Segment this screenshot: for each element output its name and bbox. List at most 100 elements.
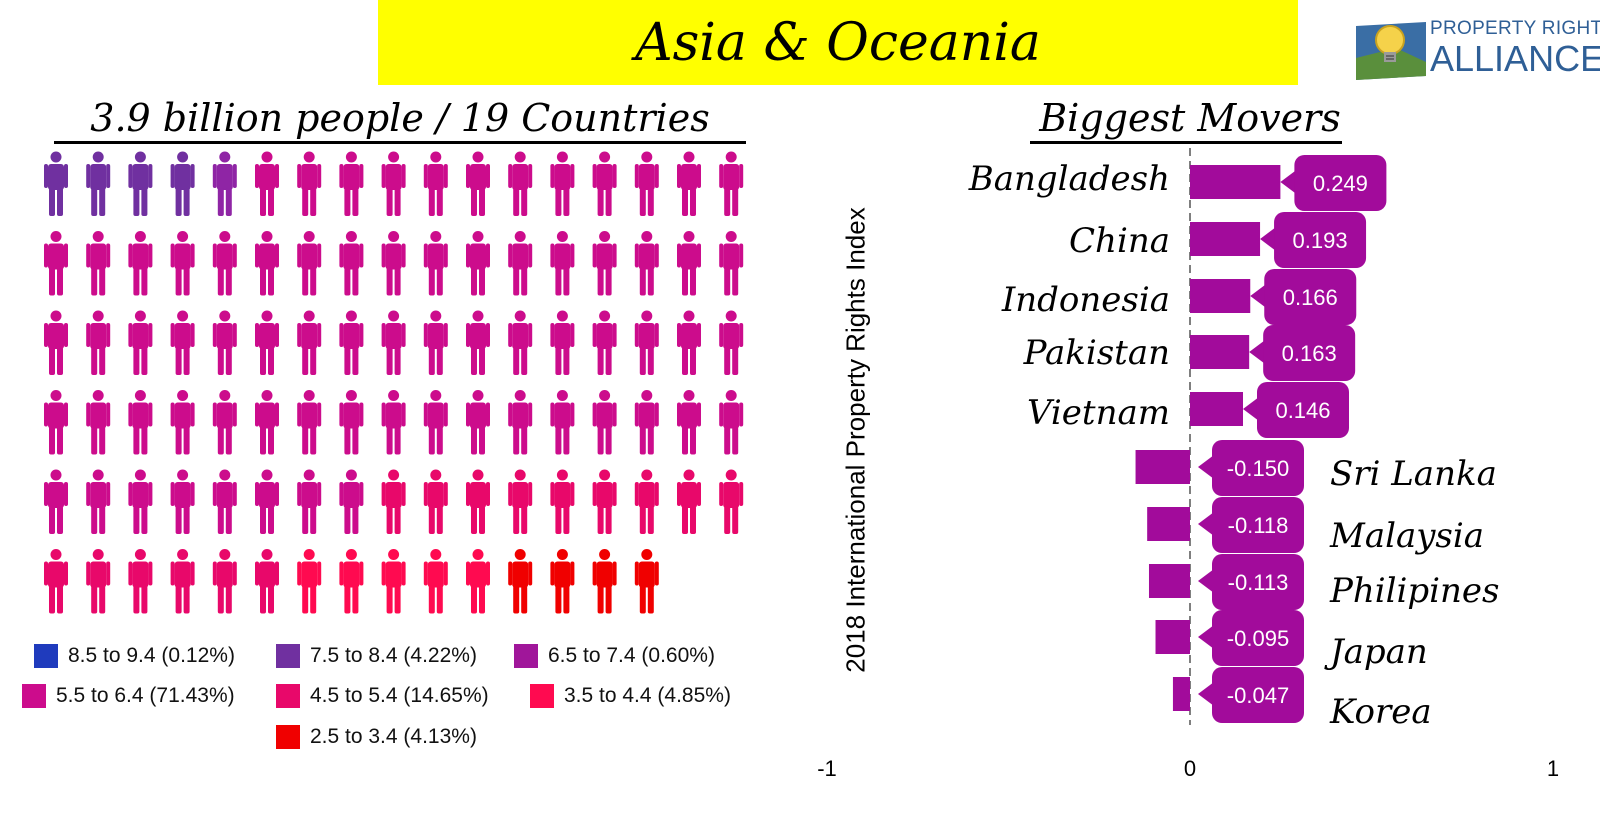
legend-swatch <box>34 644 58 668</box>
person-icon <box>297 151 322 216</box>
person-icon <box>128 390 153 455</box>
value-label: 0.249 <box>1313 171 1368 196</box>
person-icon <box>592 469 617 534</box>
person-icon <box>508 231 533 296</box>
person-icon <box>466 469 490 534</box>
value-label: 0.163 <box>1282 341 1337 366</box>
person-icon <box>170 231 195 296</box>
person-icon <box>297 469 322 534</box>
logo: PROPERTY RIGHTS ALLIANCE <box>1356 14 1600 84</box>
legend-item: 6.5 to 7.4 (0.60%) <box>514 644 715 668</box>
value-label: 0.146 <box>1275 398 1330 423</box>
person-icon <box>128 549 153 614</box>
population-heading: 3.9 billion people / 19 Countries <box>90 96 710 140</box>
title-banner: Asia & Oceania <box>378 0 1298 85</box>
person-icon <box>381 549 406 614</box>
person-icon <box>423 469 448 534</box>
country-label: Malaysia <box>1329 516 1484 556</box>
legend-item: 7.5 to 8.4 (4.22%) <box>276 644 477 668</box>
value-callout: 0.146 <box>1242 382 1349 438</box>
person-icon <box>170 310 195 375</box>
legend-label: 7.5 to 8.4 (4.22%) <box>310 644 477 667</box>
person-icon <box>212 549 237 614</box>
person-icon <box>423 390 448 455</box>
person-icon <box>634 390 659 455</box>
person-icon <box>255 310 279 375</box>
person-icon <box>423 231 448 296</box>
person-icon <box>212 151 237 216</box>
legend-item: 5.5 to 6.4 (71.43%) <box>22 684 235 708</box>
bar-pakistan <box>1190 335 1250 369</box>
person-icon <box>466 390 490 455</box>
person-icon <box>44 549 68 614</box>
person-icon <box>212 310 237 375</box>
person-icon <box>508 469 533 534</box>
bar-vietnam <box>1190 392 1243 426</box>
value-callout: -0.095 <box>1198 610 1304 666</box>
legend-swatch <box>276 644 300 668</box>
bar-sri-lanka <box>1135 450 1190 484</box>
person-icon <box>381 231 406 296</box>
legend-item: 2.5 to 3.4 (4.13%) <box>276 725 477 749</box>
person-icon <box>466 151 490 216</box>
person-icon <box>297 231 322 296</box>
person-icon <box>423 151 448 216</box>
person-icon <box>170 469 195 534</box>
page-title: Asia & Oceania <box>635 12 1041 73</box>
person-icon <box>212 231 237 296</box>
country-label: Indonesia <box>1001 280 1170 320</box>
movers-heading-underline <box>1030 141 1342 144</box>
person-icon <box>719 310 744 375</box>
person-icon <box>170 549 195 614</box>
person-icon <box>128 151 153 216</box>
person-icon <box>44 231 68 296</box>
person-icon <box>550 310 575 375</box>
person-icon <box>212 390 237 455</box>
person-icon <box>592 390 617 455</box>
country-label: Japan <box>1324 632 1428 672</box>
legend-label: 8.5 to 9.4 (0.12%) <box>68 644 235 667</box>
bar-korea <box>1172 677 1190 711</box>
person-icon <box>339 231 364 296</box>
y-axis-label: 2018 International Property Rights Index <box>840 207 871 673</box>
person-icon <box>297 390 322 455</box>
logo-text-bottom: ALLIANCE <box>1430 38 1600 79</box>
value-label: -0.047 <box>1227 683 1289 708</box>
bar-philipines <box>1148 564 1190 598</box>
person-icon <box>86 151 111 216</box>
person-icon <box>634 151 659 216</box>
person-icon <box>128 310 153 375</box>
person-icon <box>339 151 364 216</box>
legend-label: 3.5 to 4.4 (4.85%) <box>564 684 731 707</box>
country-label: Sri Lanka <box>1330 454 1497 494</box>
value-callout: -0.113 <box>1198 554 1304 610</box>
person-icon <box>592 151 617 216</box>
person-icon <box>339 310 364 375</box>
x-tick-label: 1 <box>1547 756 1559 781</box>
person-icon <box>339 549 364 614</box>
legend-swatch <box>276 684 300 708</box>
country-label: Korea <box>1329 692 1432 732</box>
person-icon <box>86 310 111 375</box>
logo-text-top: PROPERTY RIGHTS <box>1430 18 1600 39</box>
bar-indonesia <box>1190 279 1251 313</box>
person-icon <box>550 231 575 296</box>
lightbulb-logo-icon <box>1356 22 1426 80</box>
person-icon <box>170 151 195 216</box>
person-icon <box>381 151 406 216</box>
person-icon <box>297 549 322 614</box>
value-label: -0.118 <box>1228 513 1289 538</box>
person-icon <box>466 231 490 296</box>
person-icon <box>634 549 659 614</box>
person-icon <box>255 390 279 455</box>
person-icon <box>508 310 533 375</box>
person-icon <box>44 310 68 375</box>
x-tick-label: -1 <box>817 756 837 781</box>
value-label: 0.193 <box>1293 228 1348 253</box>
person-icon <box>212 469 237 534</box>
person-icon <box>550 151 575 216</box>
value-label: -0.150 <box>1227 456 1289 481</box>
person-icon <box>44 469 68 534</box>
person-icon <box>677 390 701 455</box>
person-icon <box>44 390 68 455</box>
